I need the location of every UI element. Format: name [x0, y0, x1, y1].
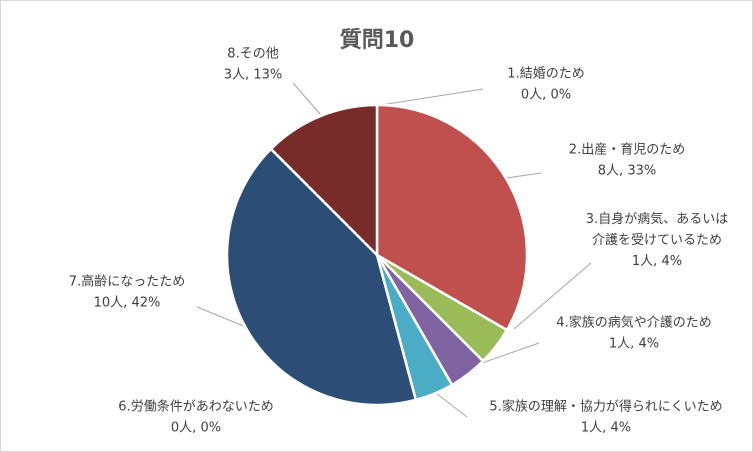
slice-category-label: 6.労働条件があわないため — [118, 399, 273, 415]
slice-category-label: 5.家族の理解・協力が得られにくいため — [489, 399, 722, 415]
slice-value-label: 1人, 4% — [581, 421, 631, 436]
slice-value-label: 1人, 4% — [632, 254, 682, 269]
leader-line — [292, 82, 321, 115]
leader-line — [196, 306, 247, 328]
slice-category-label: 8.その他 — [227, 47, 278, 62]
slice-value-label: 3人, 13% — [224, 68, 282, 83]
leader-line — [431, 389, 468, 418]
data-labels: 1.結婚のため 0人, 0% 2.出産・育児のため 8人, 33% 3.自身が病気、ある… — [69, 47, 728, 436]
slice-value-label: 0人, 0% — [171, 421, 221, 436]
slice-value-label: 8人, 33% — [598, 164, 656, 179]
pie-slice — [225, 147, 418, 407]
pie-slice — [269, 103, 379, 257]
slice-value-label: 0人, 0% — [521, 88, 571, 103]
slice-category-label: 3.自身が病気、あるいは — [586, 211, 728, 227]
pie-slices — [225, 103, 529, 407]
pie-slice — [375, 103, 529, 332]
leader-line — [505, 172, 542, 179]
slice-value-label: 10人, 42% — [94, 296, 161, 311]
leader-line — [513, 262, 592, 330]
slice-category-label: 2.出産・育児のため — [569, 142, 685, 158]
slice-category-label: 1.結婚のため — [507, 67, 584, 82]
slice-category-label: 介護を受けているため — [592, 232, 722, 248]
leader-line — [380, 88, 484, 106]
slice-value-label: 1人, 4% — [609, 337, 659, 352]
chart-title: 質問10 — [340, 28, 415, 53]
slice-category-label: 7.高齢になったため — [69, 274, 185, 290]
slice-category-label: 4.家族の病気や介護のため — [556, 315, 711, 331]
